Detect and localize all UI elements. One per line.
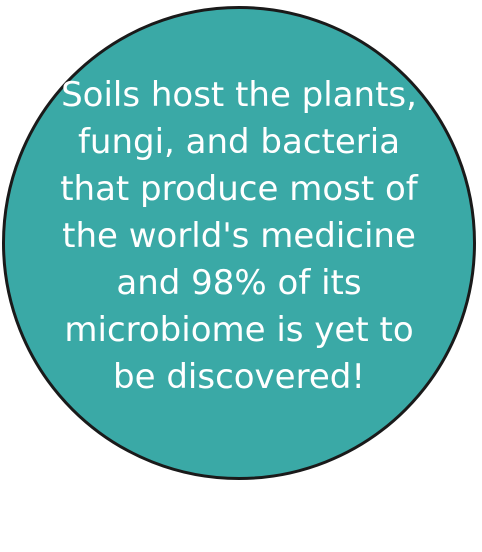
- fact-text: Soils host the plants, fungi, and bacter…: [59, 72, 419, 401]
- fact-line-4: the world's medicine: [62, 215, 416, 256]
- fact-line-3: that produce most of: [60, 168, 418, 209]
- fact-line-6: microbiome is yet to: [64, 309, 414, 350]
- fact-line-5: and 98% of its: [116, 262, 362, 303]
- fact-line-1: Soils host the plants,: [61, 74, 417, 115]
- fact-circle: Soils host the plants, fungi, and bacter…: [2, 6, 476, 480]
- fact-line-2: fungi, and bacteria: [77, 121, 401, 162]
- fact-line-7: be discovered!: [113, 356, 365, 397]
